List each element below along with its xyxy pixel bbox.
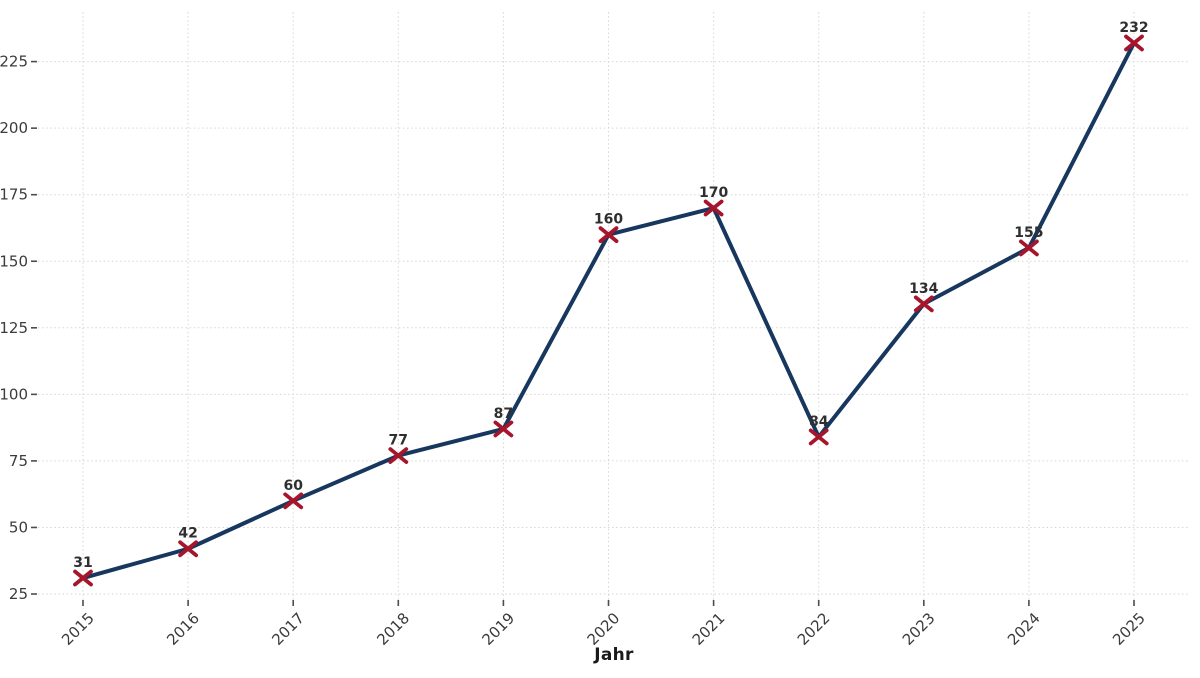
- x-tick-label: 2023: [899, 609, 939, 649]
- data-point-marker: [808, 428, 829, 446]
- y-tick-label: 150: [0, 252, 28, 270]
- data-point-label: 87: [494, 406, 513, 422]
- data-point-marker: [493, 420, 514, 438]
- x-tick-label: 2019: [478, 609, 518, 649]
- data-point-label: 170: [699, 185, 728, 201]
- data-point-label: 84: [809, 414, 829, 430]
- x-tick-label: 2022: [794, 609, 834, 649]
- y-tick-label: 50: [9, 518, 28, 536]
- x-tick-label: 2024: [1004, 609, 1044, 649]
- data-point-marker: [178, 540, 199, 558]
- data-point-label: 155: [1014, 225, 1043, 241]
- data-point-marker: [1124, 34, 1144, 52]
- x-axis-title: Jahr: [594, 645, 634, 665]
- data-point-marker: [1019, 239, 1039, 257]
- data-point-marker: [73, 569, 93, 587]
- x-tick-label: 2025: [1109, 609, 1149, 649]
- data-point-marker: [703, 199, 724, 217]
- y-tick-label: 200: [0, 119, 28, 137]
- data-point-label: 232: [1119, 20, 1148, 36]
- data-point-label: 134: [909, 281, 938, 297]
- y-tick-label: 175: [0, 186, 28, 204]
- x-tick-label: 2021: [689, 609, 729, 649]
- y-tick-label: 225: [0, 53, 28, 71]
- data-point-label: 77: [389, 433, 408, 449]
- data-point-marker: [913, 295, 934, 313]
- y-tick-label: 75: [9, 452, 28, 470]
- x-tick-label: 2016: [163, 609, 203, 649]
- data-point-marker: [388, 447, 409, 464]
- data-point-marker: [283, 492, 304, 510]
- data-point-label: 31: [73, 555, 92, 571]
- data-point-label: 60: [283, 478, 303, 494]
- x-tick-label: 2015: [58, 609, 98, 649]
- x-tick-label: 2018: [373, 609, 413, 649]
- y-tick-label: 125: [0, 319, 28, 337]
- data-point-marker: [598, 226, 619, 244]
- y-tick-label: 25: [9, 585, 28, 603]
- data-point-label: 160: [594, 212, 623, 228]
- x-tick-label: 2017: [268, 609, 308, 649]
- x-tick-label: 2020: [584, 609, 624, 649]
- data-point-label: 42: [178, 526, 197, 542]
- y-tick-label: 100: [0, 385, 28, 403]
